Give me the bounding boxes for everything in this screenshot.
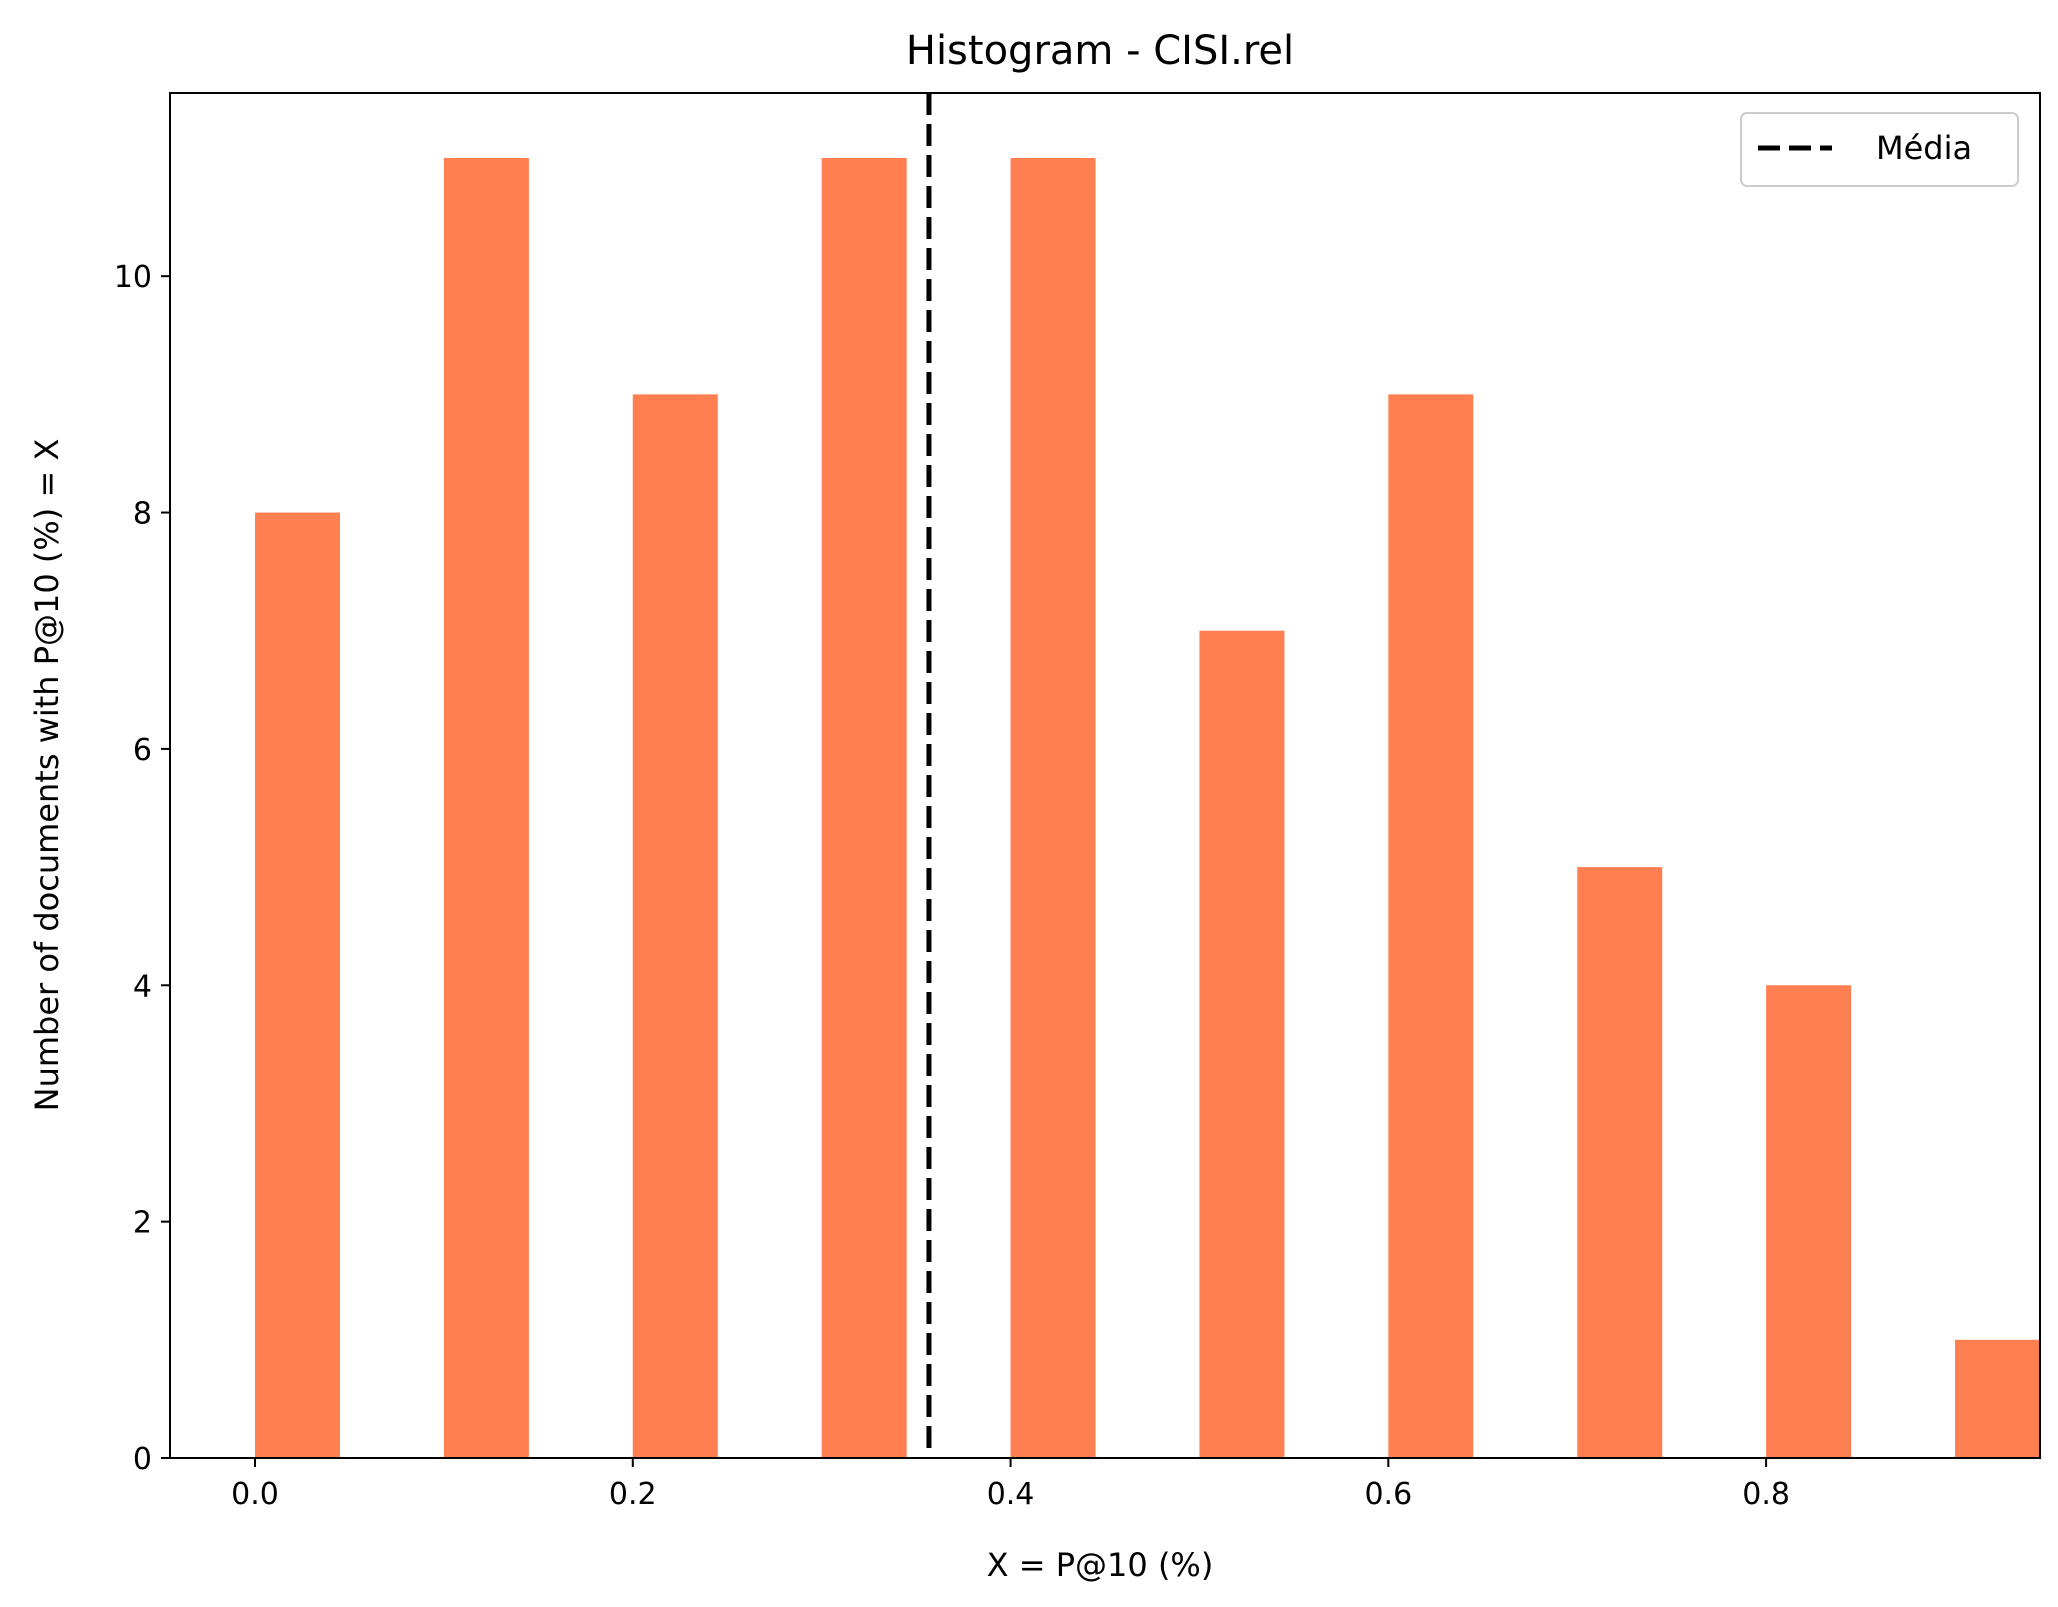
x-tick-label: 0.4 — [987, 1477, 1035, 1512]
histogram-bar — [1766, 985, 1852, 1458]
legend: Média — [1740, 112, 2019, 187]
y-tick-label: 0 — [133, 1442, 152, 1477]
x-tick-label: 0.0 — [231, 1477, 279, 1512]
histogram-bar — [443, 158, 529, 1458]
histogram-bar — [255, 512, 340, 1458]
histogram-bar — [1388, 394, 1474, 1458]
x-tick-label: 0.8 — [1742, 1477, 1790, 1512]
histogram-bar — [1010, 158, 1096, 1458]
histogram-bar — [1577, 867, 1663, 1458]
histogram-bar — [632, 394, 718, 1458]
y-tick-label: 6 — [133, 733, 152, 768]
histogram-bar — [1199, 630, 1285, 1458]
y-axis-ticks: 0 2 4 6 8 10 — [114, 260, 170, 1477]
y-tick-label: 2 — [133, 1206, 152, 1241]
x-axis-ticks: 0.0 0.2 0.4 0.6 0.8 — [231, 1458, 1790, 1512]
legend-box — [1740, 112, 2019, 187]
x-tick-label: 0.2 — [609, 1477, 657, 1512]
plot-area-frame — [169, 92, 2041, 1459]
legend-entry-mean: Média — [1876, 129, 1972, 167]
y-tick-label: 8 — [133, 497, 152, 532]
histogram-bar — [821, 158, 907, 1458]
x-axis-label: X = P@10 (%) — [987, 1546, 1214, 1584]
x-tick-label: 0.6 — [1364, 1477, 1412, 1512]
y-tick-label: 4 — [133, 969, 152, 1004]
y-tick-label: 10 — [114, 260, 152, 295]
y-axis-label: Number of documents with P@10 (%) = X — [28, 439, 66, 1112]
histogram-bar — [1955, 1339, 2040, 1458]
chart-title: Histogram - CISI.rel — [906, 28, 1294, 74]
bars-group — [255, 158, 2040, 1458]
